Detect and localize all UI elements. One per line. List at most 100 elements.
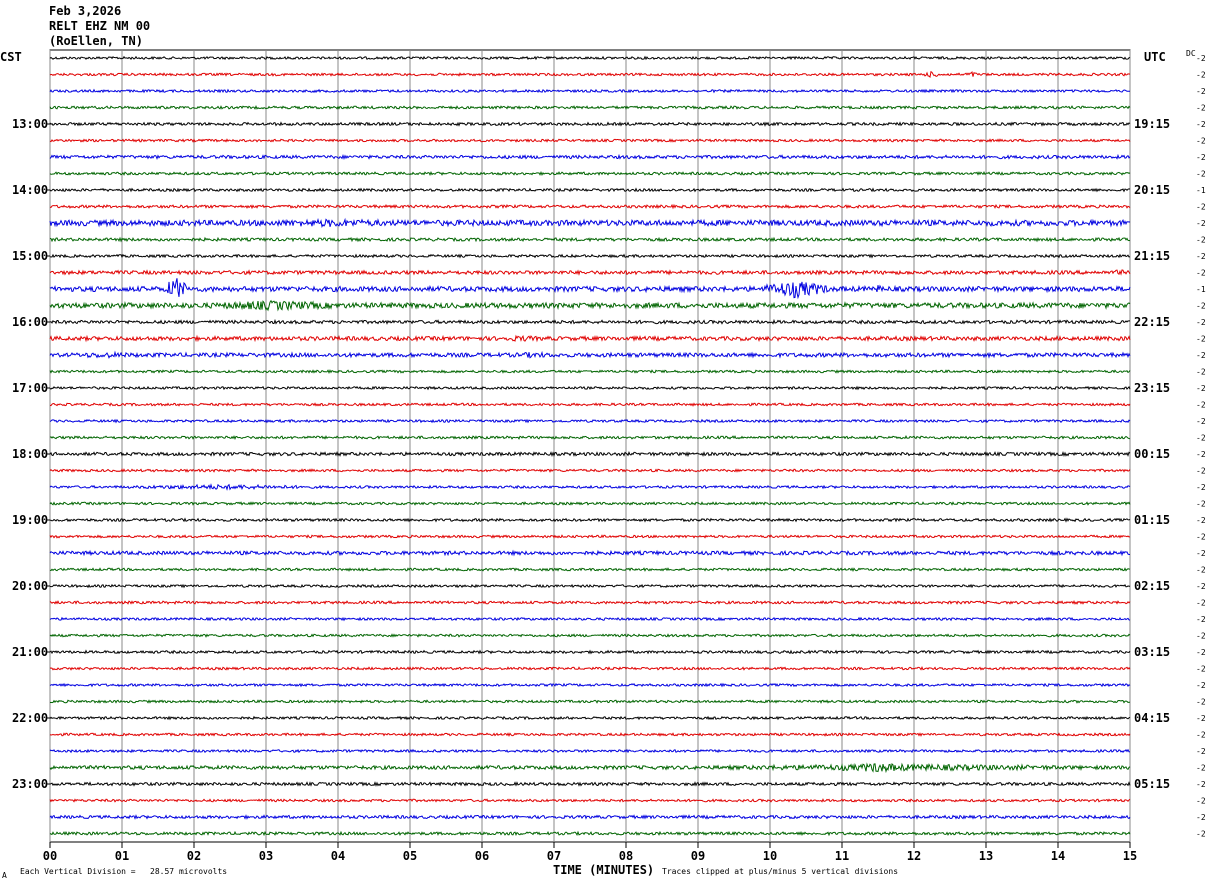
seismic-trace <box>50 517 1131 523</box>
seismic-trace <box>49 666 1131 671</box>
clip-note: Traces clipped at plus/minus 5 vertical … <box>662 867 899 876</box>
x-tick-label: 13 <box>979 849 993 863</box>
dc-offset-label: -2 <box>1196 302 1206 311</box>
seismic-trace <box>49 278 1131 300</box>
dc-offset-label: -2 <box>1196 830 1206 839</box>
seismic-trace <box>49 633 1131 638</box>
right-hour-label: 19:15 <box>1134 117 1170 131</box>
dc-offset-label: -2 <box>1196 731 1206 740</box>
seismic-trace <box>49 369 1131 374</box>
dc-offset-label: -2 <box>1196 104 1206 113</box>
seismic-trace <box>49 104 1131 110</box>
dc-offset-label: -2 <box>1196 236 1206 245</box>
right-timezone-label: UTC <box>1144 50 1166 64</box>
seismic-trace <box>49 88 1131 94</box>
seismic-trace <box>49 732 1131 737</box>
dc-offset-label: -2 <box>1196 203 1206 212</box>
dc-offset-label: -2 <box>1196 450 1206 459</box>
seismic-trace <box>49 70 1131 78</box>
dc-offset-label: -2 <box>1196 54 1206 63</box>
x-tick-label: 07 <box>547 849 561 863</box>
seismic-trace <box>49 830 1131 837</box>
dc-offset-label: -2 <box>1196 252 1206 261</box>
right-hour-label: 04:15 <box>1134 711 1170 725</box>
seismic-trace <box>49 567 1131 572</box>
seismic-trace <box>49 138 1131 143</box>
seismic-trace <box>49 334 1131 343</box>
dc-offset-label: -2 <box>1196 401 1206 410</box>
seismic-trace <box>49 55 1131 61</box>
seismic-trace <box>49 781 1131 787</box>
seismic-trace <box>49 699 1131 704</box>
dc-offset-label: -2 <box>1196 681 1206 690</box>
seismic-trace <box>49 435 1131 440</box>
seismic-trace <box>49 583 1131 589</box>
left-timezone-label: CST <box>0 50 22 64</box>
right-hour-label: 01:15 <box>1134 513 1170 527</box>
seismic-trace <box>49 549 1130 557</box>
right-hour-label: 05:15 <box>1134 777 1170 791</box>
right-hour-label: 21:15 <box>1134 249 1170 263</box>
dc-offset-label: -2 <box>1196 714 1206 723</box>
seismic-trace <box>49 501 1131 506</box>
dc-offset-label: -2 <box>1196 764 1206 773</box>
seismic-trace <box>49 121 1131 127</box>
right-hour-label: 02:15 <box>1134 579 1170 593</box>
dc-offset-label: -2 <box>1196 335 1206 344</box>
dc-offset-label: -2 <box>1196 467 1206 476</box>
seismic-trace <box>49 534 1131 539</box>
seismic-trace <box>49 616 1131 622</box>
seismic-trace <box>49 350 1131 359</box>
x-tick-label: 06 <box>475 849 489 863</box>
dc-offset-label: -2 <box>1196 120 1206 129</box>
dc-offset-label: -2 <box>1196 549 1206 558</box>
plot-frame <box>49 49 1131 843</box>
seismic-trace <box>49 318 1131 325</box>
seismic-trace <box>49 385 1131 391</box>
left-hour-label: 13:00 <box>12 117 48 131</box>
seismic-trace <box>49 269 1131 276</box>
seismic-trace <box>49 450 1131 458</box>
dc-offset-label: -2 <box>1196 417 1206 426</box>
seismic-trace <box>50 253 1131 259</box>
dc-offset-label: -2 <box>1196 318 1206 327</box>
dc-offset-label: -2 <box>1196 516 1206 525</box>
x-tick-label: 08 <box>619 849 633 863</box>
seismic-trace <box>49 187 1131 193</box>
dc-offset-label: -2 <box>1196 71 1206 80</box>
x-tick-label: 00 <box>43 849 57 863</box>
seismic-trace <box>49 418 1131 424</box>
dc-offset-label: -2 <box>1196 269 1206 278</box>
seismic-trace <box>49 715 1131 721</box>
dc-offset-label: -2 <box>1196 813 1206 822</box>
minute-grid <box>46 49 1131 848</box>
dc-offset-label: -2 <box>1196 632 1206 641</box>
seismic-trace <box>49 682 1131 688</box>
left-hour-label: 20:00 <box>12 579 48 593</box>
seismic-trace <box>49 649 1131 655</box>
header-date: Feb 3,2026 <box>49 4 122 18</box>
x-tick-label: 05 <box>403 849 417 863</box>
dc-offset-label: -1 <box>1196 285 1206 294</box>
dc-offset-label: -2 <box>1196 780 1206 789</box>
x-tick-label: 10 <box>763 849 777 863</box>
left-hour-label: 15:00 <box>12 249 48 263</box>
dc-offset-label: -2 <box>1196 351 1206 360</box>
seismic-trace <box>49 762 1131 774</box>
x-tick-label: 11 <box>835 849 849 863</box>
left-hour-label: 17:00 <box>12 381 48 395</box>
seismic-trace <box>49 170 1131 177</box>
dc-offset-label: -2 <box>1196 219 1206 228</box>
seismic-traces <box>49 55 1131 837</box>
scale-note: Each Vertical Division = 28.57 microvolt… <box>20 867 228 876</box>
left-hour-label: 19:00 <box>12 513 48 527</box>
dc-offset-label: -2 <box>1196 153 1206 162</box>
dc-offset-label: -2 <box>1196 483 1206 492</box>
dc-offset-label: -2 <box>1196 137 1206 146</box>
dc-offset-label: -1 <box>1196 186 1206 195</box>
dc-offset-label: -2 <box>1196 533 1206 542</box>
x-tick-label: 04 <box>331 849 345 863</box>
x-tick-label: 14 <box>1051 849 1065 863</box>
dc-offset-label: -2 <box>1196 747 1206 756</box>
